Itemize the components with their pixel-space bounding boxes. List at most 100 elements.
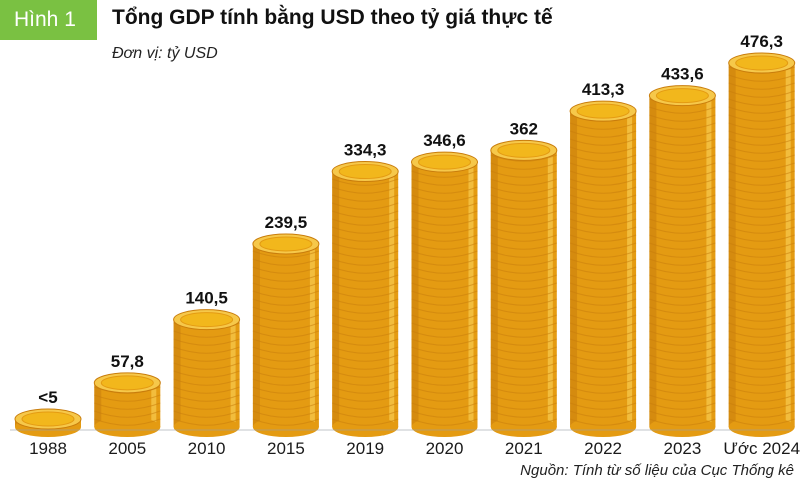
coin-edge-line xyxy=(728,282,795,290)
coin-edge-line xyxy=(411,226,478,234)
coin-edge-line xyxy=(411,194,478,202)
coin-edge-line xyxy=(569,410,637,418)
value-label: 413,3 xyxy=(582,80,625,99)
coin-edge-line xyxy=(332,410,399,418)
coin-edge-line xyxy=(649,154,716,162)
coin-top-inner xyxy=(100,375,154,391)
coin-edge-line xyxy=(490,186,557,194)
coin-edge-line xyxy=(411,266,478,274)
coin-edge-line xyxy=(411,274,478,282)
coin-edge-line xyxy=(569,234,637,242)
coin-edge-line xyxy=(728,274,795,282)
coin-edge-line xyxy=(490,314,557,322)
coin-edge-line xyxy=(252,338,320,346)
coin-edge-line xyxy=(649,370,716,378)
coin-edge-line xyxy=(490,210,557,218)
coin-edge-line xyxy=(252,274,320,282)
coin-stack-bottom xyxy=(490,417,557,437)
coin-edge-line xyxy=(411,410,478,418)
coin-edge-line xyxy=(728,130,795,138)
coin-edge-line xyxy=(649,346,716,354)
coin-edge-line xyxy=(649,226,716,234)
coin-edge-line xyxy=(728,330,795,338)
coin-top-inner xyxy=(418,154,471,170)
coin-edge-line xyxy=(411,258,478,266)
coin-edge-line xyxy=(411,386,478,394)
coin-edge-line xyxy=(569,362,637,370)
coin-edge-line xyxy=(252,402,320,410)
coin-edge-line xyxy=(332,378,399,386)
coin-edge-line xyxy=(649,282,716,290)
coin-stack-highlight xyxy=(389,171,395,427)
coin-top-inner xyxy=(497,142,551,158)
coin-edge-line xyxy=(569,242,637,250)
coin-edge-line xyxy=(490,218,557,226)
coin-edge-line xyxy=(569,314,637,322)
coin-edge-line xyxy=(649,162,716,170)
coin-edge-line xyxy=(728,250,795,258)
coin-edge-line xyxy=(332,234,399,242)
coin-edge-line xyxy=(569,386,637,394)
coin-stack-bottom xyxy=(332,417,399,437)
x-tick-label: 2020 xyxy=(426,439,464,458)
bar-coin-stack xyxy=(173,309,241,437)
coin-edge-line xyxy=(411,242,478,250)
coin-edge-line xyxy=(490,250,557,258)
coin-edge-line xyxy=(728,74,795,82)
coin-edge-line xyxy=(411,170,478,178)
coin-edge-line xyxy=(173,362,240,370)
bar-coin-stack xyxy=(569,100,637,437)
coin-edge-line xyxy=(728,210,795,218)
coin-edge-line xyxy=(569,306,637,314)
coin-edge-line xyxy=(252,290,320,298)
x-tick-label: Ước 2024 xyxy=(723,439,800,458)
coin-edge-line xyxy=(411,370,478,378)
coin-edge-line xyxy=(490,298,557,306)
coin-edge-line xyxy=(728,194,795,202)
coin-edge-line xyxy=(411,282,478,290)
coin-edge-line xyxy=(649,210,716,218)
coin-edge-line xyxy=(728,186,795,194)
coin-edge-line xyxy=(569,394,637,402)
coin-edge-line xyxy=(173,370,240,378)
coin-edge-line xyxy=(332,370,399,378)
coin-top-inner xyxy=(655,88,709,104)
coin-edge-line xyxy=(490,242,557,250)
coin-edge-line xyxy=(569,266,637,274)
coin-edge-line xyxy=(332,218,399,226)
value-label: 334,3 xyxy=(344,141,387,160)
coin-edge-line xyxy=(411,250,478,258)
coin-edge-line xyxy=(649,242,716,250)
coin-edge-line xyxy=(332,402,399,410)
coin-stack-body xyxy=(252,243,319,427)
coin-edge-line xyxy=(728,258,795,266)
coin-edge-line xyxy=(649,418,716,426)
coin-edge-line xyxy=(649,290,716,298)
coin-edge-line xyxy=(411,362,478,370)
coin-edge-line xyxy=(411,330,478,338)
coin-edge-line xyxy=(728,170,795,178)
coin-edge-line xyxy=(728,146,795,154)
coin-edge-line xyxy=(728,402,795,410)
coin-edge-line xyxy=(490,394,557,402)
coin-edge-line xyxy=(411,234,478,242)
coin-edge-line xyxy=(490,226,557,234)
coin-edge-line xyxy=(728,362,795,370)
coin-edge-line xyxy=(649,138,716,146)
coin-edge-line xyxy=(649,258,716,266)
coin-edge-line xyxy=(173,394,240,402)
coin-edge-line xyxy=(649,170,716,178)
coin-edge-line xyxy=(649,106,716,114)
coin-edge-line xyxy=(649,122,716,130)
coin-top-inner xyxy=(576,103,630,119)
coin-edge-line xyxy=(569,194,637,202)
bar-coin-stack xyxy=(490,139,558,437)
bar-coin-stack xyxy=(93,372,161,437)
coin-edge-line xyxy=(411,346,478,354)
coin-edge-line xyxy=(252,410,320,418)
coin-edge-line xyxy=(173,346,240,354)
bar-coin-stack xyxy=(14,408,82,437)
coin-edge-line xyxy=(728,242,795,250)
coin-stack-shade xyxy=(252,243,260,427)
